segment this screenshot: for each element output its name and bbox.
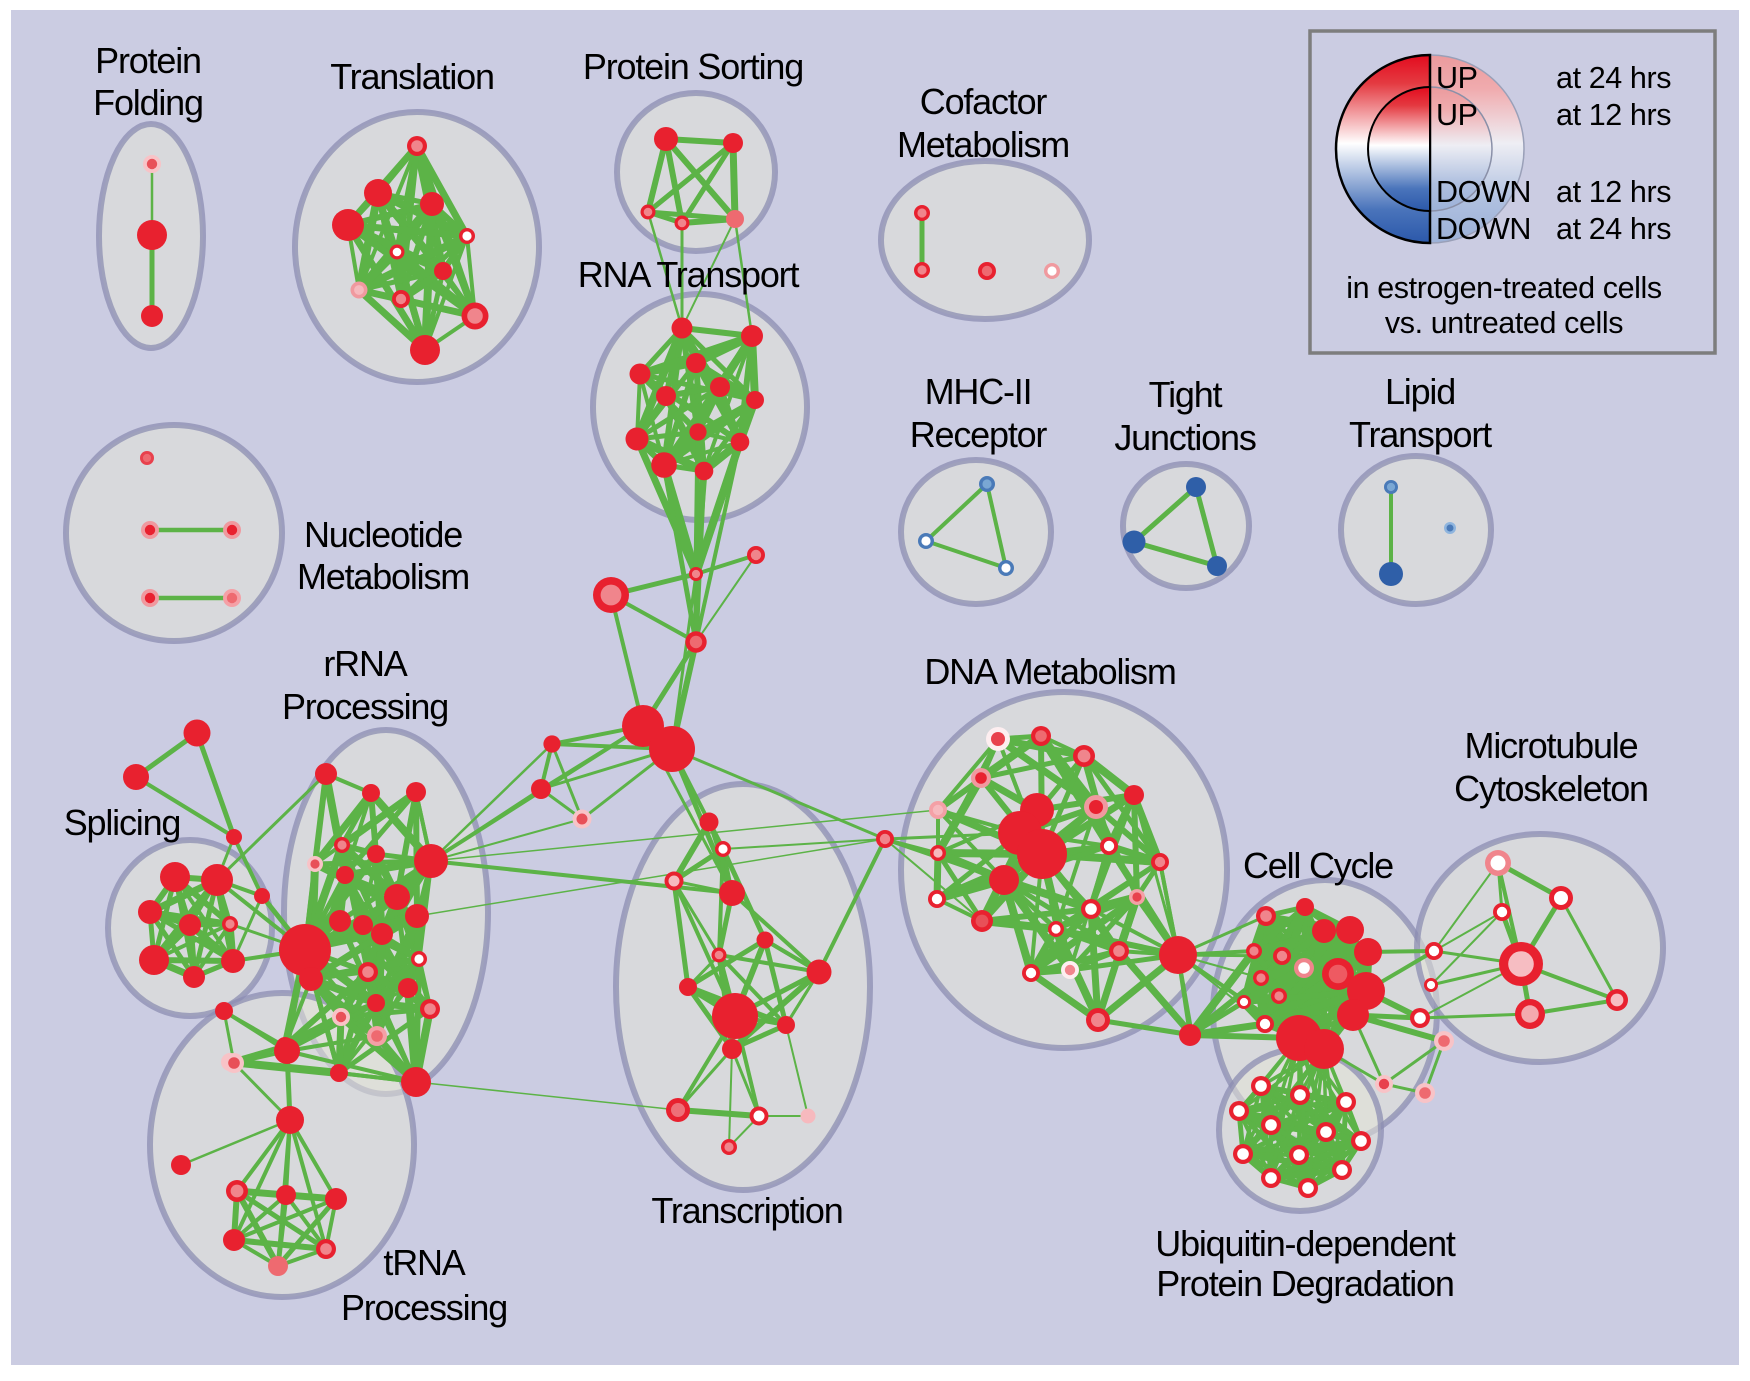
svg-text:Junctions: Junctions — [1114, 417, 1255, 458]
svg-text:in estrogen-treated cells: in estrogen-treated cells — [1346, 271, 1662, 305]
svg-text:at 24 hrs: at 24 hrs — [1556, 212, 1671, 246]
svg-text:Protein: Protein — [95, 40, 201, 81]
svg-text:Nucleotide: Nucleotide — [304, 514, 462, 555]
svg-text:Transcription: Transcription — [651, 1190, 842, 1231]
svg-text:Translation: Translation — [330, 56, 494, 97]
svg-text:Receptor: Receptor — [910, 414, 1048, 455]
svg-text:DOWN: DOWN — [1436, 212, 1531, 246]
svg-text:Cofactor: Cofactor — [920, 81, 1048, 122]
svg-text:UP: UP — [1436, 98, 1478, 132]
svg-text:Metabolism: Metabolism — [297, 556, 469, 597]
svg-text:DOWN: DOWN — [1436, 175, 1531, 209]
svg-text:Lipid: Lipid — [1385, 371, 1455, 412]
svg-text:Transport: Transport — [1349, 414, 1492, 455]
svg-text:rRNA: rRNA — [323, 643, 407, 684]
svg-text:DNA Metabolism: DNA Metabolism — [924, 651, 1175, 692]
svg-text:at 24 hrs: at 24 hrs — [1556, 61, 1671, 95]
svg-text:Microtubule: Microtubule — [1465, 725, 1638, 766]
svg-text:Cytoskeleton: Cytoskeleton — [1454, 768, 1648, 809]
svg-text:Splicing: Splicing — [64, 802, 180, 843]
svg-text:RNA Transport: RNA Transport — [578, 254, 800, 295]
svg-text:vs. untreated cells: vs. untreated cells — [1385, 306, 1623, 340]
svg-text:at 12 hrs: at 12 hrs — [1556, 98, 1671, 132]
svg-text:Ubiquitin-dependent: Ubiquitin-dependent — [1155, 1223, 1456, 1264]
svg-text:Metabolism: Metabolism — [897, 124, 1069, 165]
svg-text:UP: UP — [1436, 61, 1478, 95]
svg-text:Protein Degradation: Protein Degradation — [1156, 1263, 1453, 1304]
svg-text:MHC-II: MHC-II — [925, 371, 1032, 412]
svg-text:Protein Sorting: Protein Sorting — [583, 46, 803, 87]
svg-text:Processing: Processing — [282, 686, 448, 727]
svg-text:Folding: Folding — [93, 82, 203, 123]
svg-text:at 12 hrs: at 12 hrs — [1556, 175, 1671, 209]
svg-text:Tight: Tight — [1149, 374, 1223, 415]
svg-text:tRNA: tRNA — [383, 1242, 465, 1283]
svg-text:Processing: Processing — [341, 1287, 507, 1328]
svg-text:Cell Cycle: Cell Cycle — [1243, 845, 1393, 886]
